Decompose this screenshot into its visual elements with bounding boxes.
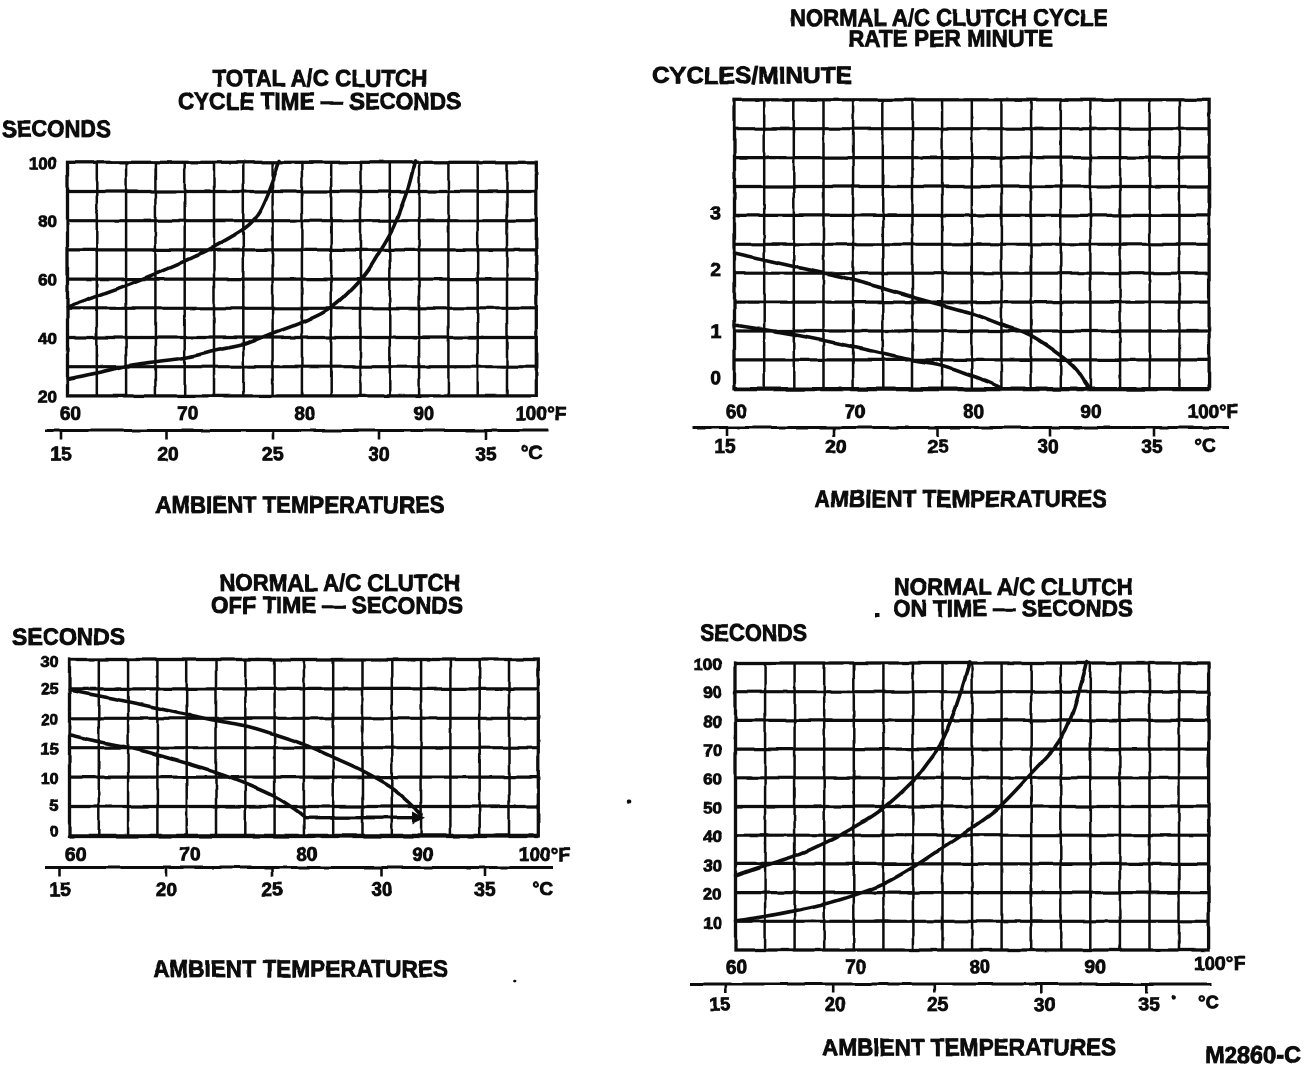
svg-text:NORMAL A/C CLUTCH: NORMAL A/C CLUTCH — [894, 574, 1133, 601]
svg-text:15: 15 — [41, 742, 59, 759]
svg-text:2: 2 — [710, 260, 721, 281]
svg-text:40: 40 — [38, 329, 57, 348]
svg-text:1: 1 — [710, 322, 721, 343]
svg-text:10: 10 — [703, 913, 722, 932]
svg-text:80: 80 — [703, 712, 722, 731]
svg-text:ON TIME — SECONDS: ON TIME — SECONDS — [893, 596, 1133, 623]
svg-text:20: 20 — [155, 880, 176, 901]
svg-text:100: 100 — [29, 154, 57, 173]
svg-text:SECONDS: SECONDS — [700, 620, 807, 647]
svg-text:AMBIENT TEMPERATURES: AMBIENT TEMPERATURES — [822, 1035, 1116, 1062]
svg-text:0: 0 — [50, 823, 59, 840]
svg-text:80: 80 — [38, 212, 57, 231]
svg-text:70: 70 — [177, 404, 198, 425]
svg-text:25: 25 — [261, 880, 283, 901]
svg-text:°C: °C — [1195, 436, 1217, 457]
svg-text:25: 25 — [927, 437, 949, 458]
svg-text:0: 0 — [710, 369, 721, 390]
svg-text:90: 90 — [1085, 958, 1106, 979]
svg-text:70: 70 — [703, 741, 722, 760]
svg-text:30: 30 — [703, 856, 722, 875]
svg-text:AMBIENT TEMPERATURES: AMBIENT TEMPERATURES — [156, 492, 445, 519]
svg-text:SECONDS: SECONDS — [12, 624, 125, 651]
svg-text:30: 30 — [1037, 437, 1058, 458]
svg-text:40: 40 — [703, 827, 722, 846]
svg-text:OFF TIME — SECONDS: OFF TIME — SECONDS — [211, 593, 463, 620]
svg-text:70: 70 — [844, 402, 865, 423]
svg-text:5: 5 — [50, 798, 59, 815]
svg-text:10: 10 — [41, 771, 59, 788]
svg-text:15: 15 — [709, 995, 731, 1016]
svg-text:30: 30 — [371, 880, 392, 901]
svg-text:50: 50 — [703, 799, 722, 818]
svg-text:20: 20 — [825, 995, 846, 1016]
svg-text:M2860-C: M2860-C — [1205, 1042, 1301, 1069]
svg-text:100°F: 100°F — [1194, 954, 1245, 975]
svg-text:35: 35 — [474, 880, 496, 901]
svg-text:15: 15 — [50, 445, 72, 466]
svg-text:30: 30 — [368, 445, 389, 466]
svg-text:35: 35 — [475, 445, 497, 466]
svg-text:CYCLES/MINUTE: CYCLES/MINUTE — [652, 63, 852, 90]
svg-text:AMBIENT TEMPERATURES: AMBIENT TEMPERATURES — [814, 486, 1107, 513]
svg-text:100: 100 — [694, 655, 722, 674]
svg-text:60: 60 — [38, 271, 57, 290]
svg-text:NORMAL A/C CLUTCH: NORMAL A/C CLUTCH — [219, 570, 460, 597]
svg-text:25: 25 — [41, 682, 59, 699]
svg-text:100°F: 100°F — [519, 845, 570, 866]
svg-text:25: 25 — [927, 995, 949, 1016]
svg-text:°C: °C — [532, 879, 554, 900]
svg-text:NORMAL A/C CLUTCH CYCLE: NORMAL A/C CLUTCH CYCLE — [790, 5, 1108, 32]
svg-text:30: 30 — [1034, 995, 1055, 1016]
svg-text:25: 25 — [262, 445, 284, 466]
svg-text:100°F: 100°F — [1188, 402, 1239, 423]
svg-text:SECONDS: SECONDS — [2, 116, 111, 143]
svg-text:100°F: 100°F — [516, 404, 567, 425]
svg-text:60: 60 — [65, 845, 86, 866]
svg-text:TOTAL A/C CLUTCH: TOTAL A/C CLUTCH — [213, 66, 428, 93]
svg-text:RATE PER MINUTE: RATE PER MINUTE — [848, 26, 1053, 53]
svg-text:70: 70 — [179, 845, 200, 866]
svg-text:70: 70 — [845, 958, 866, 979]
svg-text:80: 80 — [294, 404, 315, 425]
svg-text:20: 20 — [703, 885, 722, 904]
svg-text:30: 30 — [41, 654, 59, 671]
svg-text:80: 80 — [969, 958, 990, 979]
svg-text:90: 90 — [1080, 402, 1101, 423]
svg-text:35: 35 — [1139, 995, 1161, 1016]
svg-text:°C: °C — [1198, 993, 1220, 1014]
svg-text:80: 80 — [963, 402, 984, 423]
svg-text:°C: °C — [521, 443, 543, 464]
svg-text:CYCLE TIME — SECONDS: CYCLE TIME — SECONDS — [178, 88, 461, 115]
svg-text:15: 15 — [714, 437, 736, 458]
svg-text:90: 90 — [412, 845, 433, 866]
svg-text:60: 60 — [726, 402, 747, 423]
svg-text:90: 90 — [413, 404, 434, 425]
svg-text:80: 80 — [296, 845, 317, 866]
svg-text:60: 60 — [703, 770, 722, 789]
svg-text:20: 20 — [38, 387, 57, 406]
svg-text:3: 3 — [710, 203, 721, 224]
svg-text:20: 20 — [157, 445, 178, 466]
svg-text:60: 60 — [60, 404, 81, 425]
svg-text:AMBIENT TEMPERATURES: AMBIENT TEMPERATURES — [153, 956, 448, 983]
svg-text:20: 20 — [825, 437, 846, 458]
svg-text:15: 15 — [49, 880, 71, 901]
svg-text:90: 90 — [703, 684, 722, 703]
svg-text:20: 20 — [41, 712, 59, 729]
svg-text:60: 60 — [726, 958, 747, 979]
svg-text:35: 35 — [1141, 437, 1163, 458]
